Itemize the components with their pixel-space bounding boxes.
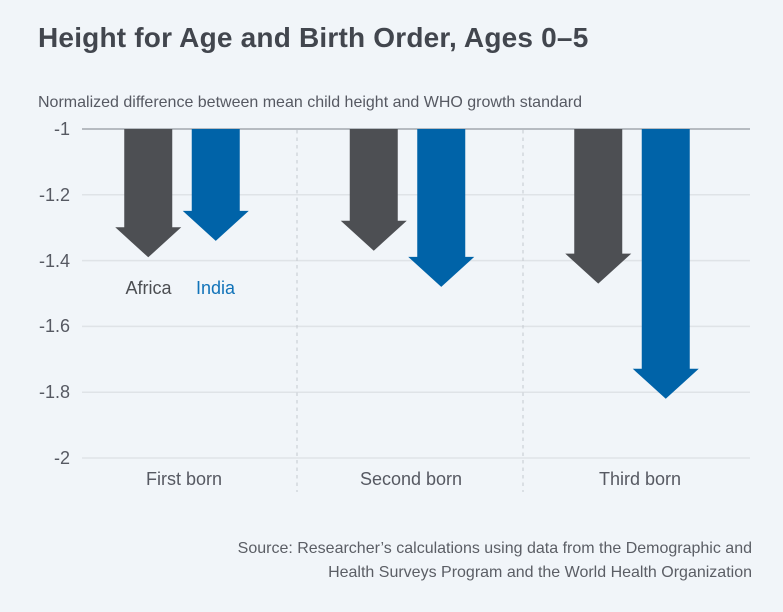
- arrow-india-first-born: [182, 129, 249, 241]
- axis-subtitle: Normalized difference between mean child…: [38, 94, 582, 111]
- legend-label-india: India: [195, 278, 236, 298]
- source-line: Health Surveys Program and the World Hea…: [328, 564, 752, 581]
- y-tick-label: -1.2: [38, 184, 70, 205]
- arrow-africa-third-born: [565, 129, 632, 284]
- category-label-first-born: First born: [145, 469, 223, 489]
- y-tick-label: -1: [53, 119, 70, 139]
- arrow-india-third-born: [632, 129, 699, 399]
- legend-label-africa: Africa: [125, 278, 172, 298]
- arrow-africa-second-born: [340, 129, 407, 251]
- source-note: Source: Researcher’s calculations using …: [238, 537, 752, 585]
- page-title: Height for Age and Birth Order, Ages 0–5: [38, 22, 589, 53]
- category-label-third-born: Third born: [598, 469, 682, 489]
- y-tick-label: -1.4: [38, 250, 70, 271]
- y-tick-label: -2: [53, 448, 70, 468]
- arrow-india-second-born: [408, 129, 475, 287]
- source-line: Source: Researcher’s calculations using …: [237, 540, 752, 557]
- arrow-africa-first-born: [115, 129, 182, 258]
- y-tick-label: -1.8: [38, 382, 70, 403]
- category-label-second-born: Second born: [359, 469, 463, 489]
- y-tick-label: -1.6: [38, 316, 70, 337]
